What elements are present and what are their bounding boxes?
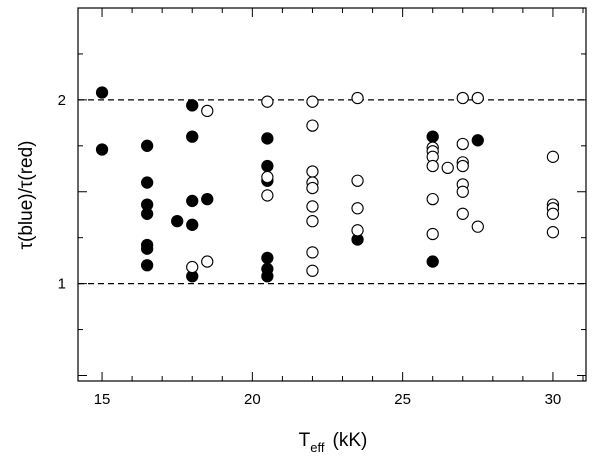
y-axis-label: τ(blue)/τ(red) (16, 141, 37, 250)
plot-frame (77, 7, 587, 382)
open-data-point (426, 159, 439, 173)
open-data-point (546, 226, 560, 239)
open-data-point (261, 95, 274, 108)
open-data-point (471, 220, 484, 233)
axis-ticks (78, 7, 586, 381)
filled-data-point (426, 130, 439, 143)
open-data-point (426, 227, 439, 241)
y-tick-label: 1 (58, 276, 66, 293)
open-data-point (456, 185, 469, 198)
open-data-point (306, 246, 319, 259)
open-data-point (546, 150, 560, 163)
open-data-point (306, 181, 319, 195)
open-data-point (546, 207, 560, 220)
filled-data-point (140, 176, 154, 189)
open-data-point (186, 260, 199, 274)
open-data-point (201, 104, 214, 118)
open-data-point (456, 159, 469, 173)
filled-data-point (426, 255, 439, 268)
open-data-point (306, 200, 319, 213)
filled-data-point (140, 242, 154, 255)
reference-lines (78, 99, 586, 285)
open-data-point (306, 264, 319, 277)
x-axis-label-main: T (299, 430, 311, 451)
open-data-point (351, 91, 364, 105)
open-data-point (261, 189, 274, 202)
open-data-point (426, 192, 439, 206)
open-data-point (456, 207, 469, 220)
x-tick-label: 20 (244, 391, 261, 408)
filled-data-point (140, 139, 154, 152)
filled-data-point (261, 132, 274, 145)
x-tick-label: 25 (394, 391, 411, 408)
open-data-point (306, 95, 319, 108)
filled-data-point (186, 218, 199, 231)
filled-data-point (201, 192, 214, 206)
open-data-point (441, 161, 454, 175)
filled-data-point (186, 99, 199, 112)
filled-data-point (186, 194, 199, 208)
open-data-point (351, 224, 364, 237)
filled-data-point (261, 251, 274, 265)
filled-data-point (261, 270, 274, 283)
open-data-point (306, 214, 319, 228)
open-data-point (306, 165, 319, 178)
x-axis-label: Teff (kK) (299, 430, 368, 455)
filled-data-point (95, 143, 109, 156)
filled-data-point (186, 130, 199, 143)
filled-data-point (471, 134, 484, 147)
filled-data-point (140, 207, 154, 220)
filled-data-point (95, 86, 109, 99)
open-data-point (201, 255, 214, 268)
open-data-point (261, 170, 274, 184)
filled-data-point (171, 214, 184, 228)
open-data-point (351, 174, 364, 187)
filled-data-point (140, 259, 154, 272)
open-data-point (351, 202, 364, 215)
open-data-point (456, 91, 469, 105)
x-axis-label-subscript: eff (310, 440, 325, 455)
tick-labels: 15 20 25 30 1 2 (58, 92, 562, 408)
y-tick-label: 2 (58, 92, 66, 109)
open-data-point (471, 91, 484, 105)
filled-data-point (261, 159, 274, 173)
data-points (95, 86, 560, 283)
open-data-point (456, 137, 469, 151)
x-tick-label: 30 (545, 391, 562, 408)
x-axis-label-unit: (kK) (333, 430, 368, 451)
x-tick-label: 15 (94, 391, 111, 408)
open-data-point (306, 119, 319, 132)
